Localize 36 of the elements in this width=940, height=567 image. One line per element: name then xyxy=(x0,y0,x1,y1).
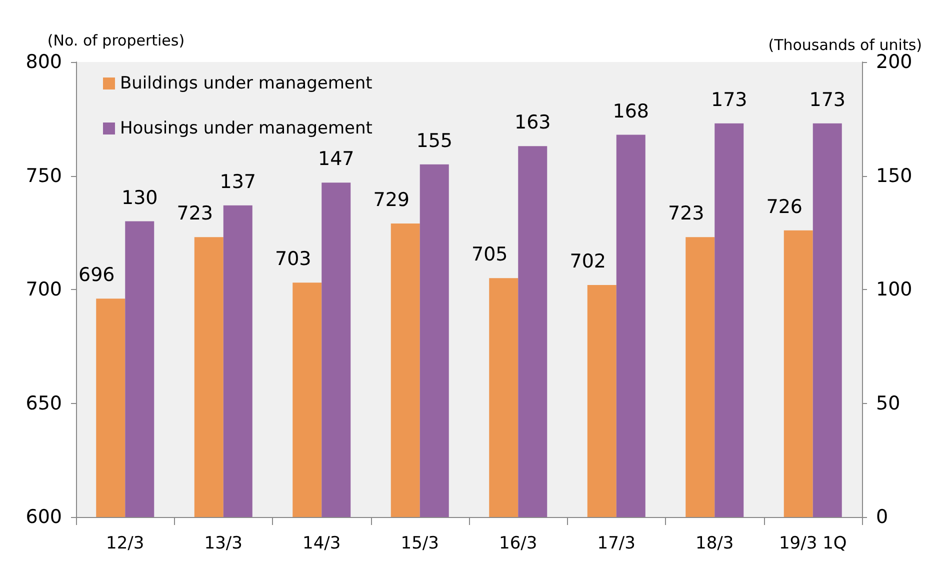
x-tick-label: 18/3 xyxy=(696,534,734,554)
data-label: 147 xyxy=(318,148,354,170)
x-tick-label: 14/3 xyxy=(302,534,341,554)
data-label: 723 xyxy=(176,202,214,225)
data-label: 703 xyxy=(274,248,312,270)
data-label: 729 xyxy=(373,189,410,212)
y-tick-label: 800 xyxy=(26,51,62,73)
data-label: 137 xyxy=(220,170,256,193)
data-label: 130 xyxy=(121,186,158,209)
y2-tick-label: 50 xyxy=(876,392,900,414)
data-label: 723 xyxy=(668,202,704,225)
data-label: 705 xyxy=(471,244,508,266)
data-label: 168 xyxy=(612,100,650,122)
data-label: 702 xyxy=(570,250,606,272)
data-label: 696 xyxy=(78,264,115,286)
data-label: 726 xyxy=(766,196,803,218)
x-tick-label: 16/3 xyxy=(499,534,538,554)
y2-tick-label: 0 xyxy=(876,506,888,528)
y2-tick-label: 150 xyxy=(876,164,912,187)
data-label: 155 xyxy=(416,130,453,152)
legend-label: Housings under management xyxy=(120,118,373,138)
y-tick-label: 750 xyxy=(26,164,62,187)
y-tick-label: 700 xyxy=(26,278,62,300)
x-tick-label: 13/3 xyxy=(204,534,242,554)
y-axis-title: (No. of properties) xyxy=(47,32,185,50)
x-tick-label: 12/3 xyxy=(106,534,144,554)
data-label: 173 xyxy=(710,88,748,111)
y2-tick-label: 100 xyxy=(876,278,912,300)
y-tick-label: 650 xyxy=(26,392,62,414)
y-tick-label: 600 xyxy=(26,506,62,528)
data-label: 163 xyxy=(514,112,551,134)
legend-label: Buildings under management xyxy=(120,74,373,94)
x-tick-label: 17/3 xyxy=(597,534,636,554)
x-tick-label: 15/3 xyxy=(400,534,439,554)
x-tick-label: 19/3 1Q xyxy=(778,534,847,554)
data-label: 173 xyxy=(809,88,846,111)
